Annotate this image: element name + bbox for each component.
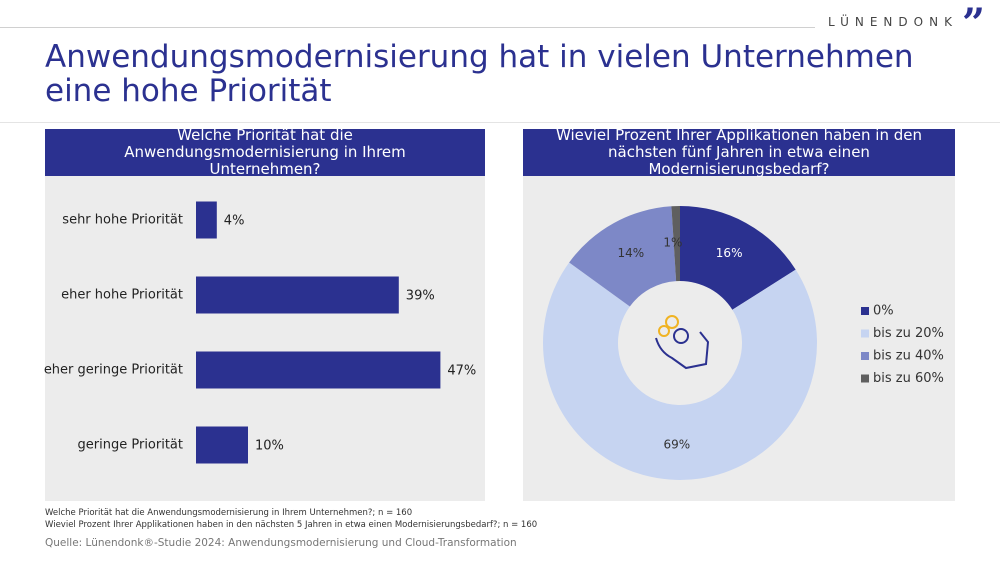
title-rule bbox=[0, 122, 1000, 123]
value-label: 14% bbox=[618, 246, 645, 260]
category-label: eher geringe Priorität bbox=[44, 363, 183, 378]
brand: LÜNENDONK bbox=[828, 15, 958, 29]
legend-swatch bbox=[861, 352, 869, 360]
page-title: Anwendungsmodernisierung hat in vielen U… bbox=[45, 39, 914, 109]
legend-label: 0% bbox=[873, 304, 894, 319]
pie-slice bbox=[543, 262, 817, 481]
value-label: 47% bbox=[447, 364, 476, 379]
footnote: Wieviel Prozent Ihrer Applikationen habe… bbox=[45, 520, 538, 530]
value-label: 4% bbox=[224, 214, 245, 229]
value-label: 39% bbox=[406, 289, 435, 304]
panel bbox=[45, 176, 485, 501]
category-label: eher hohe Priorität bbox=[61, 288, 183, 303]
category-label: geringe Priorität bbox=[78, 438, 183, 453]
bar bbox=[196, 276, 399, 314]
pie-slice bbox=[680, 206, 796, 310]
bar bbox=[196, 351, 441, 389]
category-label: sehr hohe Priorität bbox=[62, 213, 183, 228]
chart-title: Wieviel Prozent Ihrer Applikationen habe… bbox=[523, 127, 955, 178]
legend-swatch bbox=[861, 374, 869, 383]
source: Quelle: Lünendonk®-Studie 2024: Anwendun… bbox=[45, 537, 517, 549]
legend-label: bis zu 20% bbox=[873, 326, 944, 341]
value-label: 1% bbox=[663, 236, 682, 250]
top-rule bbox=[0, 27, 815, 28]
bar bbox=[196, 426, 248, 464]
icon bbox=[655, 315, 710, 370]
legend-label: bis zu 60% bbox=[873, 371, 944, 386]
value-label: 69% bbox=[663, 437, 690, 451]
brand-mark: ” bbox=[962, 0, 986, 47]
bar bbox=[196, 201, 217, 239]
legend-swatch bbox=[861, 307, 869, 315]
pie-slice bbox=[569, 206, 677, 307]
chart-title: Welche Priorität hat die Anwendungsmoder… bbox=[45, 127, 485, 178]
footnote: Welche Priorität hat die Anwendungsmoder… bbox=[45, 508, 413, 518]
value-label: 10% bbox=[255, 439, 284, 454]
value-label: 16% bbox=[716, 246, 743, 260]
pie-slice bbox=[671, 206, 680, 282]
legend-swatch bbox=[861, 329, 869, 338]
legend-label: bis zu 40% bbox=[873, 349, 944, 364]
